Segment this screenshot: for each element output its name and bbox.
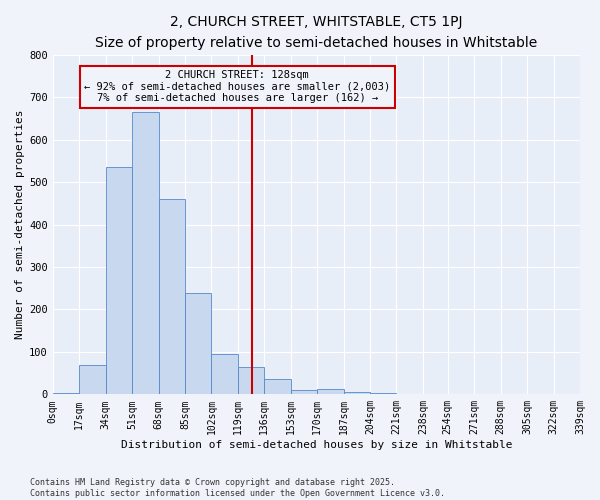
Bar [211,354,238,395]
Y-axis label: Number of semi-detached properties: Number of semi-detached properties [15,110,25,340]
Title: 2, CHURCH STREET, WHITSTABLE, CT5 1PJ
Size of property relative to semi-detached: 2, CHURCH STREET, WHITSTABLE, CT5 1PJ Si… [95,15,538,50]
Bar [158,199,185,394]
Bar [344,392,370,394]
Text: 2 CHURCH STREET: 128sqm
← 92% of semi-detached houses are smaller (2,003)
7% of : 2 CHURCH STREET: 128sqm ← 92% of semi-de… [84,70,391,103]
Bar [291,390,317,394]
Text: Contains HM Land Registry data © Crown copyright and database right 2025.
Contai: Contains HM Land Registry data © Crown c… [30,478,445,498]
Bar [264,380,291,394]
Bar [79,364,106,394]
Bar [185,292,211,394]
Bar [370,393,397,394]
Bar [53,393,79,394]
Bar [106,168,132,394]
Bar [317,389,344,394]
Bar [132,112,158,395]
Bar [238,367,264,394]
X-axis label: Distribution of semi-detached houses by size in Whitstable: Distribution of semi-detached houses by … [121,440,512,450]
